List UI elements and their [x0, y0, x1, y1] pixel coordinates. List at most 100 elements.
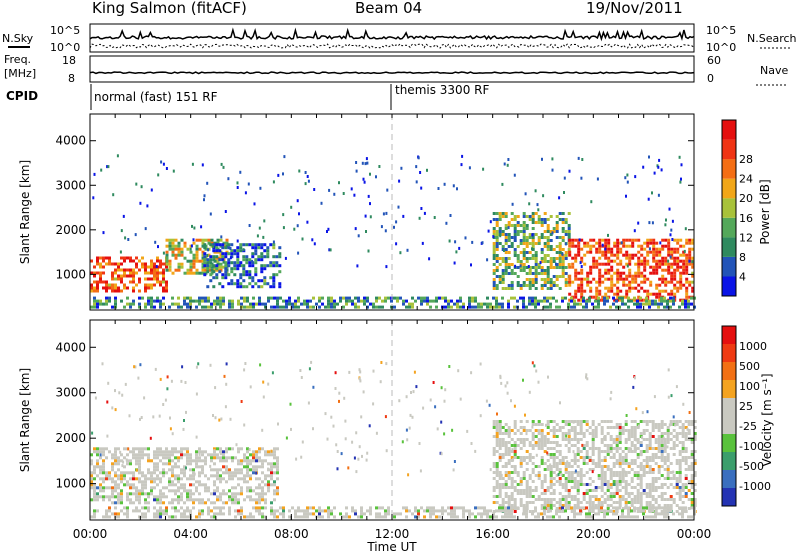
data-cell [215, 255, 219, 259]
data-cell [96, 486, 99, 490]
data-cell [105, 296, 108, 300]
data-cell [561, 462, 565, 465]
data-cell [177, 486, 180, 490]
data-cell [519, 489, 523, 492]
data-cell [357, 457, 360, 461]
data-cell [597, 296, 600, 300]
data-cell [574, 256, 578, 260]
data-cell [204, 238, 208, 242]
data-cell [414, 515, 417, 519]
data-cell [639, 480, 643, 483]
data-cell [591, 489, 595, 492]
data-cell [624, 498, 628, 501]
data-cell [216, 299, 219, 303]
data-cell [201, 509, 204, 513]
data-cell [511, 448, 514, 452]
data-cell [240, 506, 243, 510]
data-cell [300, 455, 303, 459]
data-cell [693, 432, 697, 435]
data-cell [519, 269, 523, 272]
data-cell [660, 441, 664, 444]
data-cell [117, 274, 120, 278]
data-cell [542, 194, 545, 198]
data-cell [501, 281, 505, 284]
data-cell [513, 296, 516, 300]
data-cell [276, 462, 279, 466]
data-cell [444, 299, 447, 303]
data-cell [678, 453, 682, 456]
data-cell [567, 450, 571, 453]
data-cell [330, 512, 333, 516]
data-cell [330, 296, 333, 300]
data-cell [576, 492, 580, 495]
data-cell [279, 296, 282, 300]
data-cell [634, 274, 638, 278]
data-cell [303, 509, 306, 513]
data-cell [577, 286, 581, 290]
data-cell [652, 253, 656, 257]
data-cell [543, 218, 547, 221]
data-cell [275, 261, 279, 265]
data-cell [144, 265, 147, 269]
data-cell [366, 296, 369, 300]
data-cell [343, 396, 346, 400]
data-cell [639, 441, 643, 444]
data-cell [228, 305, 231, 309]
data-cell [237, 509, 240, 513]
data-cell [657, 506, 660, 510]
data-cell [159, 305, 162, 309]
data-cell [624, 483, 628, 486]
data-cell [634, 238, 638, 242]
data-cell [594, 447, 598, 450]
data-cell [597, 477, 601, 480]
data-cell [510, 512, 513, 516]
data-cell [150, 305, 153, 309]
data-cell [138, 277, 141, 281]
data-cell [573, 477, 577, 480]
colorbar-frame [721, 325, 737, 507]
data-cell [531, 302, 534, 306]
data-cell [214, 386, 217, 390]
data-cell [96, 447, 99, 451]
power-panel-background [90, 114, 694, 310]
data-cell [660, 423, 664, 426]
data-cell [646, 238, 650, 242]
data-cell [688, 250, 692, 254]
data-cell [159, 495, 162, 499]
data-cell [365, 458, 368, 462]
data-cell [516, 284, 520, 287]
data-cell [639, 498, 643, 501]
data-cell [156, 299, 159, 303]
data-cell [543, 489, 547, 492]
data-cell [673, 286, 677, 290]
data-cell [652, 247, 656, 251]
data-cell [102, 498, 105, 502]
data-cell [691, 260, 694, 264]
data-cell [624, 489, 628, 492]
data-cell [498, 227, 502, 230]
data-cell [474, 515, 477, 519]
data-cell [242, 248, 245, 252]
data-cell [525, 509, 528, 513]
data-cell [600, 509, 603, 513]
data-cell [144, 271, 147, 275]
data-cell [209, 464, 212, 468]
data-cell [541, 157, 543, 161]
data-cell [261, 506, 264, 510]
data-cell [576, 483, 580, 486]
data-cell [678, 489, 682, 492]
data-cell [117, 289, 120, 293]
data-cell [204, 268, 208, 272]
data-cell [537, 236, 541, 239]
data-cell [504, 429, 508, 432]
data-cell [546, 236, 550, 239]
data-cell [498, 263, 502, 266]
data-cell [675, 504, 679, 507]
data-cell [598, 244, 602, 248]
data-cell [567, 435, 571, 438]
data-cell [222, 450, 225, 454]
data-cell [630, 447, 633, 451]
data-cell [450, 506, 453, 510]
beam-title: Beam 04 [355, 0, 422, 17]
